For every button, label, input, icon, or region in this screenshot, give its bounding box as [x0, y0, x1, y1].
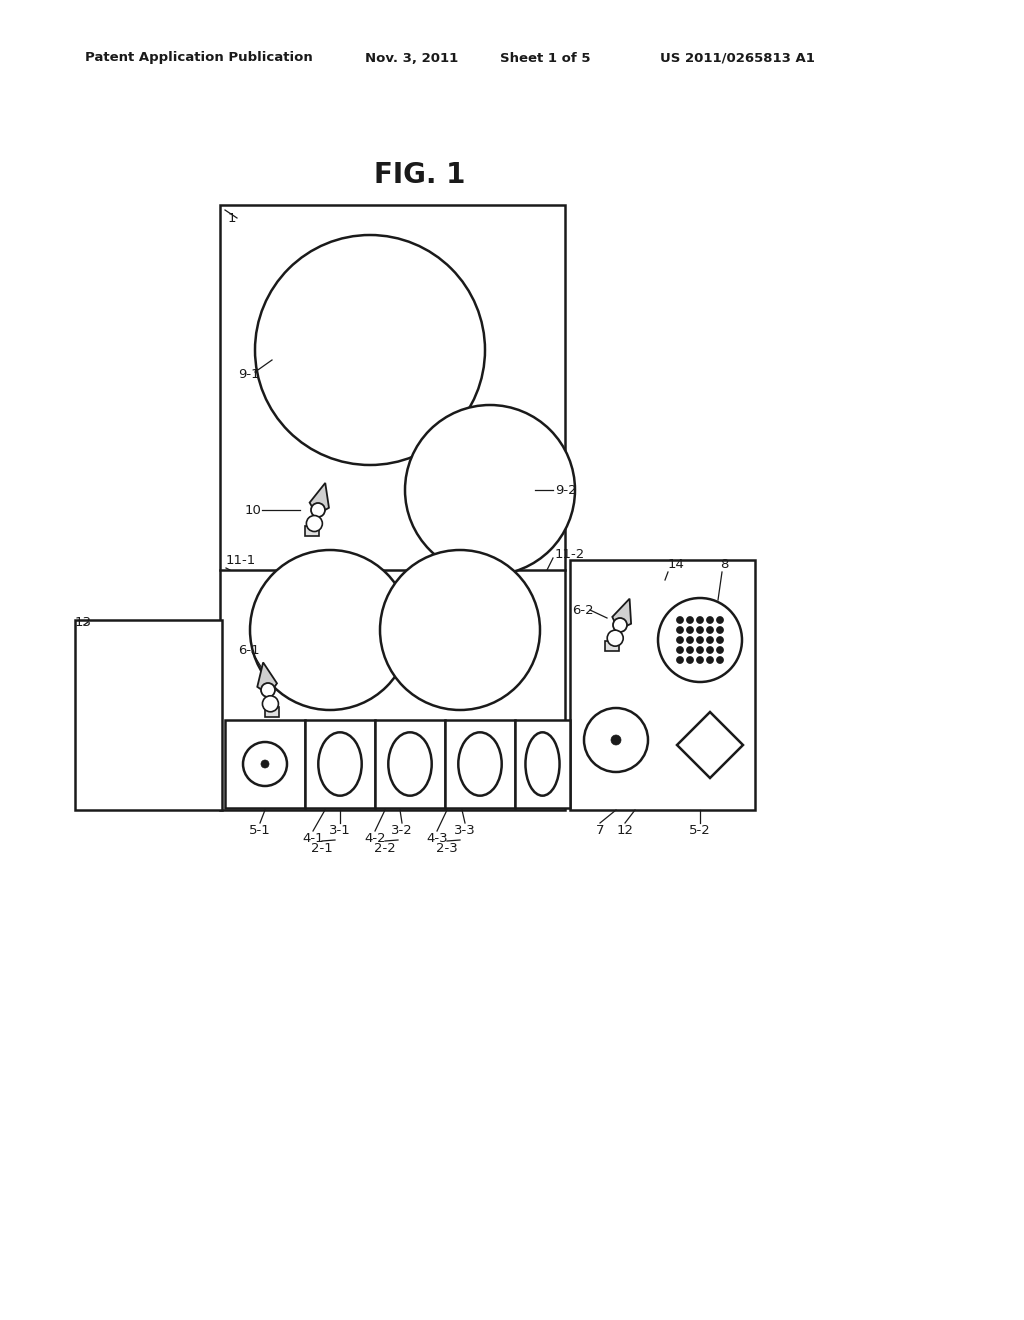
Circle shape	[717, 656, 724, 664]
Circle shape	[611, 735, 621, 744]
Circle shape	[717, 636, 724, 644]
Circle shape	[717, 647, 724, 653]
Circle shape	[677, 636, 683, 644]
Circle shape	[311, 503, 325, 517]
Bar	[305, 527, 319, 536]
Polygon shape	[309, 483, 329, 515]
Text: 9-2: 9-2	[555, 483, 577, 496]
Text: 4-1: 4-1	[302, 832, 324, 845]
Text: FIG. 1: FIG. 1	[375, 161, 466, 189]
Circle shape	[584, 708, 648, 772]
Circle shape	[686, 616, 693, 623]
Text: 4-2: 4-2	[365, 832, 386, 845]
Polygon shape	[612, 599, 631, 630]
Circle shape	[717, 627, 724, 634]
Text: 5-1: 5-1	[249, 824, 271, 837]
Text: 9-1: 9-1	[238, 368, 260, 381]
Text: Nov. 3, 2011: Nov. 3, 2011	[365, 51, 459, 65]
Text: 1: 1	[228, 211, 237, 224]
Circle shape	[261, 682, 275, 697]
Bar	[445, 719, 515, 808]
Text: 6-2: 6-2	[572, 603, 594, 616]
Text: 4-3: 4-3	[426, 832, 447, 845]
Circle shape	[677, 647, 683, 653]
Circle shape	[677, 656, 683, 664]
Text: 2-3: 2-3	[436, 842, 458, 854]
Circle shape	[677, 616, 683, 623]
Text: Patent Application Publication: Patent Application Publication	[85, 51, 312, 65]
Circle shape	[696, 616, 703, 623]
Bar	[305, 719, 375, 808]
Text: 8: 8	[720, 558, 728, 572]
Circle shape	[696, 627, 703, 634]
Text: 7: 7	[596, 824, 604, 837]
Ellipse shape	[388, 733, 432, 796]
Bar	[605, 640, 620, 651]
Circle shape	[707, 627, 714, 634]
Ellipse shape	[525, 733, 559, 796]
Text: 13: 13	[75, 615, 92, 628]
Circle shape	[243, 742, 287, 785]
Circle shape	[717, 616, 724, 623]
Text: 6-1: 6-1	[238, 644, 260, 656]
Text: 11-1: 11-1	[226, 553, 256, 566]
Circle shape	[250, 550, 410, 710]
Text: 2-1: 2-1	[311, 842, 333, 854]
Circle shape	[677, 627, 683, 634]
Text: 3-1: 3-1	[329, 824, 351, 837]
Text: 3-2: 3-2	[391, 824, 413, 837]
Text: 2-2: 2-2	[374, 842, 396, 854]
Circle shape	[261, 760, 269, 768]
Polygon shape	[257, 663, 276, 694]
Circle shape	[613, 618, 627, 632]
Circle shape	[380, 550, 540, 710]
Circle shape	[686, 656, 693, 664]
Circle shape	[306, 516, 323, 532]
Text: 12: 12	[616, 824, 634, 837]
Bar	[265, 706, 279, 717]
Ellipse shape	[318, 733, 361, 796]
Bar	[75, 620, 222, 810]
Circle shape	[406, 405, 575, 576]
Text: 3-3: 3-3	[454, 824, 476, 837]
Bar	[570, 560, 755, 810]
Ellipse shape	[459, 733, 502, 796]
Circle shape	[696, 636, 703, 644]
Bar	[375, 719, 445, 808]
Bar	[225, 719, 305, 808]
Circle shape	[262, 696, 279, 711]
Circle shape	[696, 647, 703, 653]
Circle shape	[696, 656, 703, 664]
Circle shape	[607, 630, 624, 647]
Circle shape	[658, 598, 742, 682]
Circle shape	[686, 636, 693, 644]
Circle shape	[686, 647, 693, 653]
Circle shape	[255, 235, 485, 465]
Polygon shape	[677, 711, 743, 777]
Text: Sheet 1 of 5: Sheet 1 of 5	[500, 51, 591, 65]
Text: 5-2: 5-2	[689, 824, 711, 837]
Text: 10: 10	[245, 503, 262, 516]
Text: 14: 14	[668, 558, 685, 572]
Circle shape	[707, 616, 714, 623]
Bar	[515, 719, 570, 808]
Text: US 2011/0265813 A1: US 2011/0265813 A1	[660, 51, 815, 65]
Circle shape	[707, 656, 714, 664]
Circle shape	[707, 647, 714, 653]
Circle shape	[686, 627, 693, 634]
Text: 11-2: 11-2	[555, 549, 586, 561]
Circle shape	[707, 636, 714, 644]
Bar	[220, 205, 565, 810]
